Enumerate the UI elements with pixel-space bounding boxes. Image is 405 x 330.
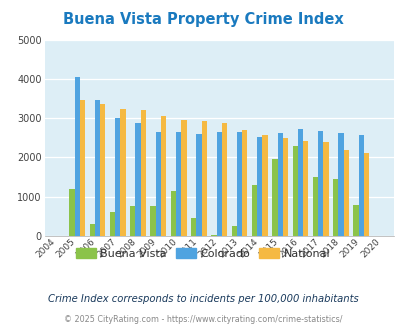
Bar [176, 132, 181, 236]
Bar [115, 118, 120, 236]
Text: Buena Vista Property Crime Index: Buena Vista Property Crime Index [62, 12, 343, 26]
Bar [100, 104, 105, 236]
Legend: Buena Vista, Colorado, National: Buena Vista, Colorado, National [71, 244, 334, 263]
Bar [237, 132, 242, 236]
Bar [318, 131, 323, 236]
Bar [231, 226, 236, 236]
Bar [120, 109, 126, 236]
Bar [196, 134, 201, 236]
Bar [221, 123, 227, 236]
Bar [150, 207, 156, 236]
Bar [160, 116, 166, 236]
Bar [292, 146, 297, 236]
Bar [216, 132, 221, 236]
Bar [251, 185, 257, 236]
Bar [262, 135, 267, 236]
Bar [343, 149, 348, 236]
Bar [241, 130, 247, 236]
Bar [352, 205, 358, 236]
Bar [277, 133, 282, 236]
Bar [130, 207, 135, 236]
Bar [135, 123, 140, 236]
Bar [89, 224, 95, 236]
Bar [171, 191, 176, 236]
Text: Crime Index corresponds to incidents per 100,000 inhabitants: Crime Index corresponds to incidents per… [47, 294, 358, 304]
Bar [201, 121, 206, 236]
Bar [211, 235, 216, 236]
Bar [332, 179, 338, 236]
Text: © 2025 CityRating.com - https://www.cityrating.com/crime-statistics/: © 2025 CityRating.com - https://www.city… [64, 315, 341, 324]
Bar [79, 100, 85, 236]
Bar [69, 189, 75, 236]
Bar [312, 177, 318, 236]
Bar [156, 132, 160, 236]
Bar [271, 159, 277, 236]
Bar [282, 138, 288, 236]
Bar [181, 120, 186, 236]
Bar [140, 110, 146, 236]
Bar [75, 77, 79, 236]
Bar [109, 213, 115, 236]
Bar [257, 137, 262, 236]
Bar [338, 133, 343, 236]
Bar [297, 129, 303, 236]
Bar [358, 135, 363, 236]
Bar [363, 153, 369, 236]
Bar [191, 218, 196, 236]
Bar [302, 141, 308, 236]
Bar [322, 143, 328, 236]
Bar [95, 100, 100, 236]
